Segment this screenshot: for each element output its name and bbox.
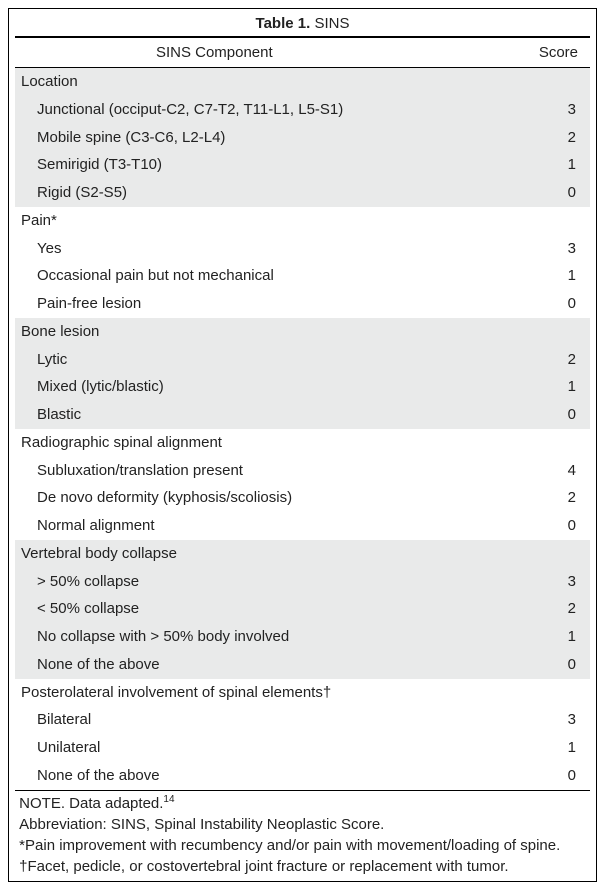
row-label: > 50% collapse: [15, 568, 500, 596]
table-row: Subluxation/translation present4: [15, 457, 590, 485]
note-1a: NOTE. Data adapted.: [19, 795, 163, 812]
row-score: 1: [500, 623, 590, 651]
table-row: Radiographic spinal alignment: [15, 429, 590, 457]
table-row: Bilateral3: [15, 706, 590, 734]
row-label: Normal alignment: [15, 512, 500, 540]
row-score: 1: [500, 262, 590, 290]
table-row: Vertebral body collapse: [15, 540, 590, 568]
row-label: Unilateral: [15, 734, 500, 762]
row-score: [500, 207, 590, 235]
row-label: < 50% collapse: [15, 595, 500, 623]
row-score: [500, 679, 590, 707]
row-score: 2: [500, 484, 590, 512]
table-row: Normal alignment0: [15, 512, 590, 540]
row-label: Bone lesion: [15, 318, 500, 346]
row-label: Subluxation/translation present: [15, 457, 500, 485]
row-label: Junctional (occiput-C2, C7-T2, T11-L1, L…: [15, 96, 500, 124]
row-score: 3: [500, 706, 590, 734]
note-line-4: †Facet, pedicle, or costovertebral joint…: [15, 856, 590, 877]
row-label: No collapse with > 50% body involved: [15, 623, 500, 651]
note-4: †Facet, pedicle, or costovertebral joint…: [19, 858, 508, 875]
row-label: Rigid (S2-S5): [15, 179, 500, 207]
table-row: Rigid (S2-S5)0: [15, 179, 590, 207]
row-score: 3: [500, 568, 590, 596]
table-row: Bone lesion: [15, 318, 590, 346]
table-row: Pain*: [15, 207, 590, 235]
row-label: Semirigid (T3-T10): [15, 151, 500, 179]
row-label: None of the above: [15, 651, 500, 679]
note-line-3: *Pain improvement with recumbency and/or…: [15, 835, 590, 856]
row-score: [500, 540, 590, 568]
table-row: Lytic2: [15, 346, 590, 374]
title-suffix: SINS: [310, 15, 349, 32]
header-score: Score: [414, 38, 590, 67]
body-table: LocationJunctional (occiput-C2, C7-T2, T…: [15, 68, 590, 790]
row-score: 1: [500, 734, 590, 762]
table-frame: Table 1. SINS SINS Component Score Locat…: [8, 8, 597, 882]
row-label: Mixed (lytic/blastic): [15, 373, 500, 401]
row-label: De novo deformity (kyphosis/scoliosis): [15, 484, 500, 512]
table-row: No collapse with > 50% body involved1: [15, 623, 590, 651]
table-row: > 50% collapse3: [15, 568, 590, 596]
row-score: 4: [500, 457, 590, 485]
row-label: Radiographic spinal alignment: [15, 429, 500, 457]
table-row: None of the above0: [15, 762, 590, 790]
row-score: 2: [500, 595, 590, 623]
table-row: Posterolateral involvement of spinal ele…: [15, 679, 590, 707]
row-score: [500, 429, 590, 457]
row-score: 2: [500, 346, 590, 374]
row-score: 0: [500, 401, 590, 429]
row-label: Blastic: [15, 401, 500, 429]
row-label: Pain-free lesion: [15, 290, 500, 318]
row-label: Pain*: [15, 207, 500, 235]
row-label: Posterolateral involvement of spinal ele…: [15, 679, 500, 707]
table-row: Blastic0: [15, 401, 590, 429]
row-label: None of the above: [15, 762, 500, 790]
row-label: Location: [15, 68, 500, 96]
row-label: Lytic: [15, 346, 500, 374]
table-row: Junctional (occiput-C2, C7-T2, T11-L1, L…: [15, 96, 590, 124]
row-score: 0: [500, 762, 590, 790]
table-row: Pain-free lesion0: [15, 290, 590, 318]
table-title: Table 1. SINS: [9, 9, 596, 36]
table-row: Location: [15, 68, 590, 96]
row-score: 1: [500, 151, 590, 179]
row-score: 0: [500, 651, 590, 679]
row-label: Mobile spine (C3-C6, L2-L4): [15, 124, 500, 152]
header-row: SINS Component Score: [15, 38, 590, 67]
table-row: None of the above0: [15, 651, 590, 679]
row-score: 2: [500, 124, 590, 152]
table-row: Occasional pain but not mechanical1: [15, 262, 590, 290]
table-row: Yes3: [15, 235, 590, 263]
row-label: Occasional pain but not mechanical: [15, 262, 500, 290]
rule-bottom: [15, 790, 590, 791]
footnotes: NOTE. Data adapted.14 Abbreviation: SINS…: [15, 793, 590, 877]
note-line-2: Abbreviation: SINS, Spinal Instability N…: [15, 814, 590, 835]
table-row: Mobile spine (C3-C6, L2-L4)2: [15, 124, 590, 152]
row-score: 1: [500, 373, 590, 401]
row-score: [500, 68, 590, 96]
note-3: *Pain improvement with recumbency and/or…: [19, 837, 560, 854]
table-row: Unilateral1: [15, 734, 590, 762]
note-2: Abbreviation: SINS, Spinal Instability N…: [19, 816, 384, 833]
row-score: 0: [500, 179, 590, 207]
note-1b-sup: 14: [163, 794, 174, 805]
row-label: Yes: [15, 235, 500, 263]
table-row: De novo deformity (kyphosis/scoliosis)2: [15, 484, 590, 512]
row-score: 0: [500, 512, 590, 540]
row-score: 0: [500, 290, 590, 318]
note-line-1: NOTE. Data adapted.14: [15, 793, 590, 814]
table-row: Mixed (lytic/blastic)1: [15, 373, 590, 401]
header-table: SINS Component Score: [15, 38, 590, 67]
title-prefix: Table 1.: [256, 15, 311, 32]
table-row: < 50% collapse2: [15, 595, 590, 623]
row-score: [500, 318, 590, 346]
header-component: SINS Component: [15, 38, 414, 67]
row-score: 3: [500, 96, 590, 124]
row-label: Bilateral: [15, 706, 500, 734]
row-label: Vertebral body collapse: [15, 540, 500, 568]
row-score: 3: [500, 235, 590, 263]
table-row: Semirigid (T3-T10)1: [15, 151, 590, 179]
